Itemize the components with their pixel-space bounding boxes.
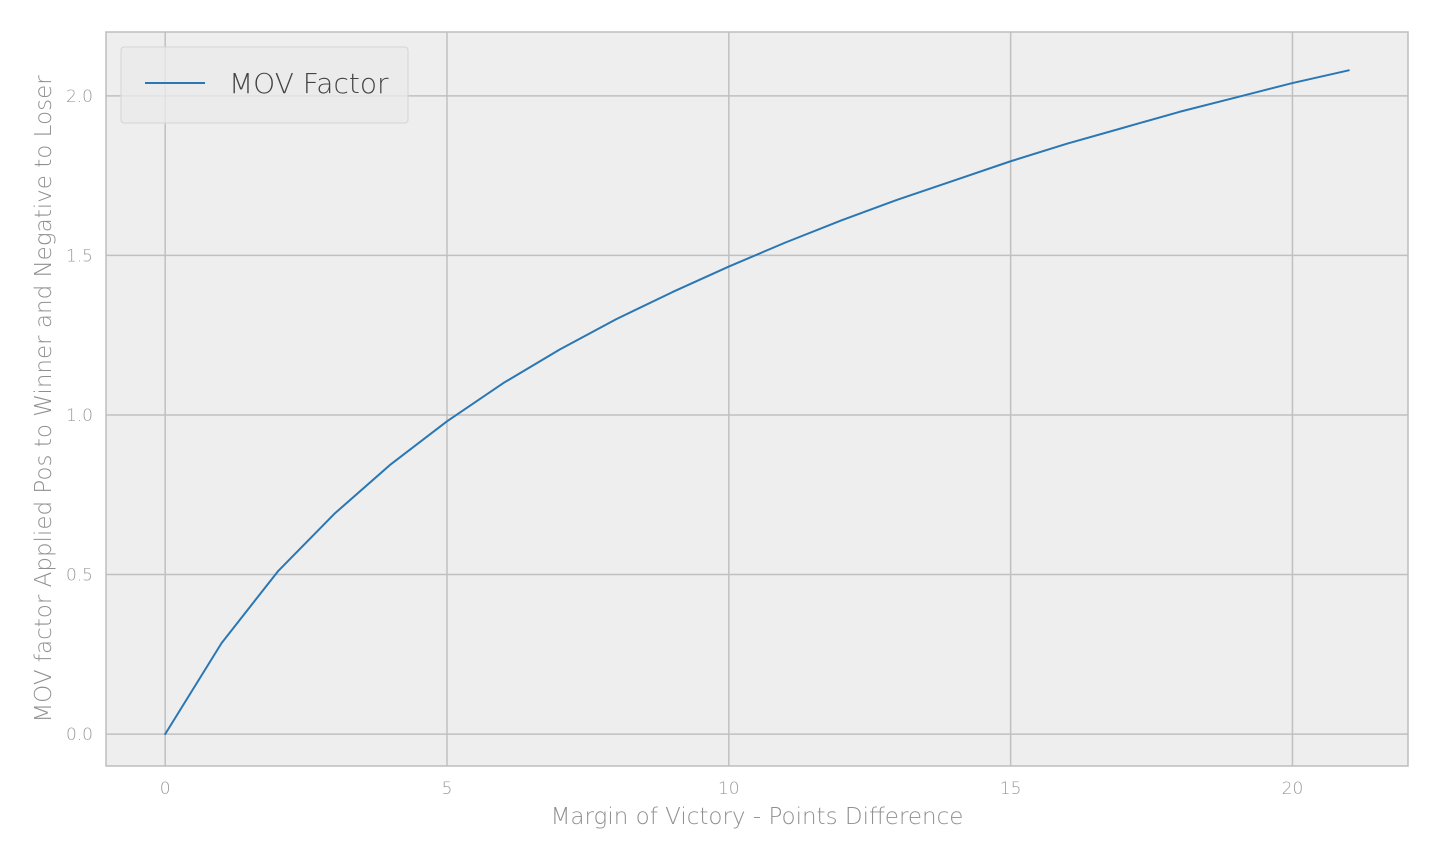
y-tick-label: 1.0 [66, 406, 93, 426]
plot-frame [105, 31, 1409, 767]
y-tick-label: 0.0 [66, 725, 93, 745]
x-tick-labels: 0 5 10 15 20 [160, 779, 1304, 799]
legend-box [120, 46, 409, 124]
y-tick-labels: 0.0 0.5 1.0 1.5 2.0 [66, 87, 93, 745]
series-line-mov-factor [164, 69, 1350, 736]
x-tick-label: 20 [1282, 779, 1304, 799]
x-tick-label: 5 [442, 779, 453, 799]
x-tick-label: 15 [1000, 779, 1022, 799]
y-axis-label: MOV factor Applied Pos to Winner and Neg… [31, 75, 57, 723]
series-layer [164, 69, 1350, 736]
x-tick-label: 10 [718, 779, 740, 799]
plot-area [106, 32, 1408, 766]
legend: MOV Factor [120, 46, 409, 124]
y-tick-label: 2.0 [66, 87, 93, 107]
x-axis-label: Margin of Victory - Points Difference [551, 804, 964, 830]
y-tick-label: 0.5 [66, 566, 93, 586]
legend-label-mov-factor: MOV Factor [229, 67, 389, 100]
x-gridlines [164, 32, 1294, 766]
y-tick-label: 1.5 [66, 246, 93, 266]
x-tick-label: 0 [160, 779, 171, 799]
